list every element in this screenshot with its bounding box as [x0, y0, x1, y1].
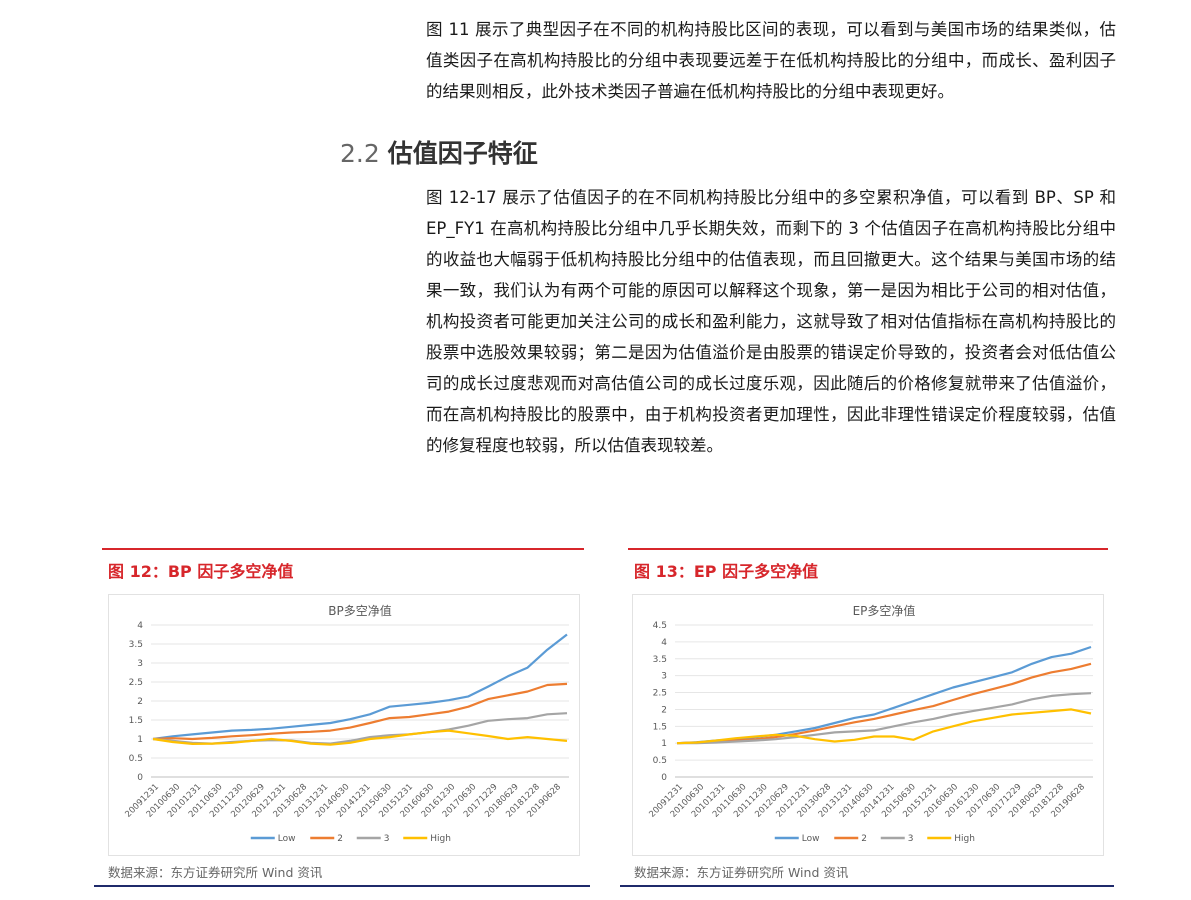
legend-label: 2 [861, 834, 867, 844]
ep-line-chart: EP多空净值00.511.522.533.544.520091231201006… [647, 603, 1093, 844]
y-tick-label: 0.5 [653, 756, 667, 766]
figure-source: 数据来源：东方证券研究所 Wind 资讯 [108, 865, 323, 880]
y-tick-label: 1 [661, 739, 667, 749]
figure-bottom-rule [620, 885, 1114, 887]
figure-top-rule [102, 548, 584, 550]
intro-paragraph: 图 11 展示了典型因子在不同的机构持股比区间的表现，可以看到与美国市场的结果类… [426, 20, 1116, 101]
y-tick-label: 0 [137, 773, 143, 783]
figure-bottom-rule [94, 885, 590, 887]
y-tick-label: 1.5 [129, 716, 143, 726]
figure-12: 图 12：BP 因子多空净值 BP多空净值 0 0.5 1 1.5 2 2.5 3 3.5 4 20… [94, 548, 590, 887]
legend-label: 2 [337, 834, 343, 844]
y-tick-label: 0.5 [129, 754, 143, 764]
y-tick-label: 2.5 [653, 689, 667, 699]
y-tick-label: 0 [661, 773, 667, 783]
section-heading: 2.2 估值因子特征 [340, 134, 538, 170]
y-tick-label: 4.5 [653, 621, 667, 631]
y-tick-label: 3 [661, 672, 667, 682]
series-line-high [676, 708, 1092, 745]
y-tick-label: 1.5 [653, 722, 667, 732]
bp-line-chart: BP多空净值00.511.522.533.5420091231201006302… [123, 603, 569, 844]
series-line-high [152, 729, 568, 746]
series-line-low [152, 633, 568, 741]
figure-top-rule [628, 548, 1108, 550]
section-number: 2.2 [340, 139, 380, 168]
y-tick-label: 4 [137, 621, 143, 631]
figure-caption: 图 13：EP 因子多空净值 [634, 562, 819, 581]
legend-label: High [430, 834, 451, 844]
chart-frame: BP多空净值 0 0.5 1 1.5 2 2.5 3 3.5 4 20091231 20100630 2… [108, 594, 580, 856]
y-tick-label: 2 [661, 705, 667, 715]
body-paragraph: 图 12-17 展示了估值因子的在不同机构持股比分组中的多空累积净值，可以看到 … [426, 188, 1116, 455]
legend-label: 3 [384, 834, 390, 844]
y-tick-label: 3 [137, 659, 143, 669]
legend-label: Low [278, 834, 296, 844]
series-line-3 [677, 692, 1092, 745]
y-tick-label: 3.5 [129, 640, 143, 650]
y-tick-label: 3.5 [653, 655, 667, 665]
legend-label: Low [802, 834, 820, 844]
chart-frame: EP多空净值 0 0.5 1 1.5 2 2.5 3 3.5 4 4.5 20091231 201006… [632, 594, 1104, 856]
legend-label: 3 [908, 834, 914, 844]
y-tick-label: 4 [661, 638, 667, 648]
figure-caption: 图 12：BP 因子多空净值 [108, 562, 294, 581]
y-tick-label: 2.5 [129, 678, 143, 688]
chart-title: EP多空净值 [853, 603, 916, 618]
section-title: 估值因子特征 [387, 139, 538, 168]
figure-source: 数据来源：东方证券研究所 Wind 资讯 [634, 865, 849, 880]
y-tick-label: 2 [137, 697, 143, 707]
legend-label: High [954, 834, 975, 844]
series-line-2 [152, 682, 568, 741]
chart-title: BP多空净值 [328, 603, 391, 618]
figure-13: 图 13：EP 因子多空净值 EP多空净值 0 0.5 1 1.5 2 2.5 3 3.5 4 4.… [620, 548, 1114, 887]
series-line-2 [676, 662, 1092, 745]
y-tick-label: 1 [137, 735, 143, 745]
